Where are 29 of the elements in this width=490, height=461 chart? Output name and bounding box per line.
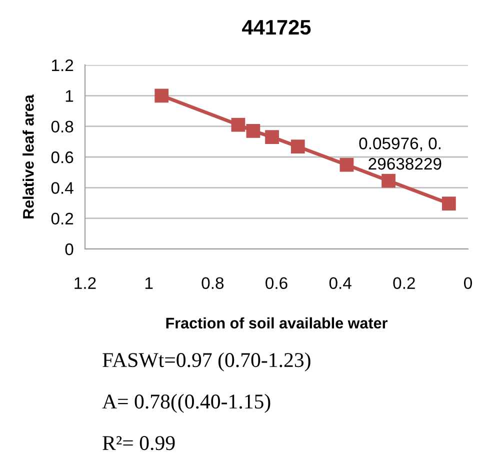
point	[382, 174, 396, 188]
y-axis-title: Relative leaf area	[22, 94, 34, 218]
point	[154, 88, 169, 103]
x-tick-label: 1	[145, 277, 153, 289]
x-tick-label: 0.2	[393, 277, 415, 290]
y-tick-label: 0.6	[51, 151, 74, 164]
y-tick-label: 1.2	[52, 59, 74, 72]
y-tick-label: 0.4	[51, 182, 74, 194]
annotation: 0.05976, 0. 29638229	[359, 138, 442, 170]
text: R²= 0.99	[102, 436, 175, 450]
x-axis-title: Fraction of soil available water	[166, 317, 388, 329]
y-tick-label: 0.2	[51, 212, 74, 225]
point	[340, 158, 354, 172]
y-tick-label: 1	[66, 90, 74, 102]
point	[231, 118, 246, 132]
x-tick-label: 0.8	[202, 277, 224, 290]
x-tick-label: 0.4	[329, 277, 352, 290]
y-tick-label: 0	[65, 243, 74, 256]
point	[442, 196, 456, 210]
point	[265, 130, 279, 144]
x-tick-label: 0	[464, 277, 472, 290]
text: FASWt=0.97 (0.70-1.23)	[102, 352, 310, 372]
point	[290, 140, 305, 154]
text: A= 0.78((0.40-1.15)	[102, 394, 270, 413]
x-tick-label: 1.2	[74, 277, 96, 289]
y-tick-label: 0.8	[51, 120, 74, 133]
chart-title: 441725	[242, 20, 311, 35]
point	[246, 124, 260, 138]
x-tick-label: 0.6	[266, 277, 288, 290]
